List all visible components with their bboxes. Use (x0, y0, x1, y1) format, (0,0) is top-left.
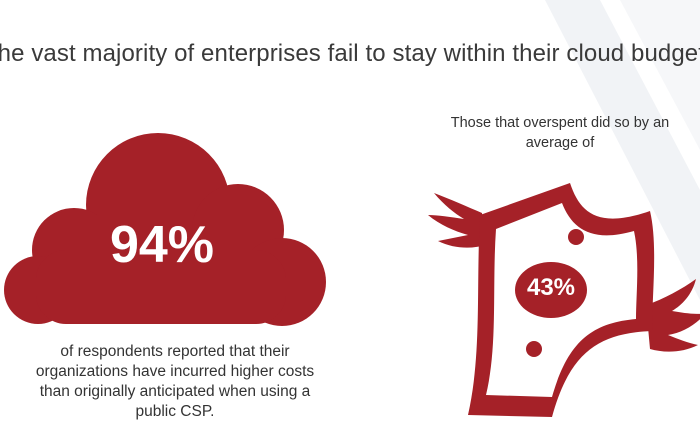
average-overspend-stat: 43% (526, 274, 576, 301)
page-title: The vast majority of enterprises fail to… (0, 40, 700, 67)
cloud-icon (4, 133, 326, 326)
overspend-percentage-stat: 94% (109, 216, 215, 274)
average-overspend-caption: Those that overspent did so by an averag… (450, 115, 670, 151)
respondents-caption: of respondents reported that their organ… (35, 343, 315, 420)
flying-money-icon (428, 183, 700, 417)
